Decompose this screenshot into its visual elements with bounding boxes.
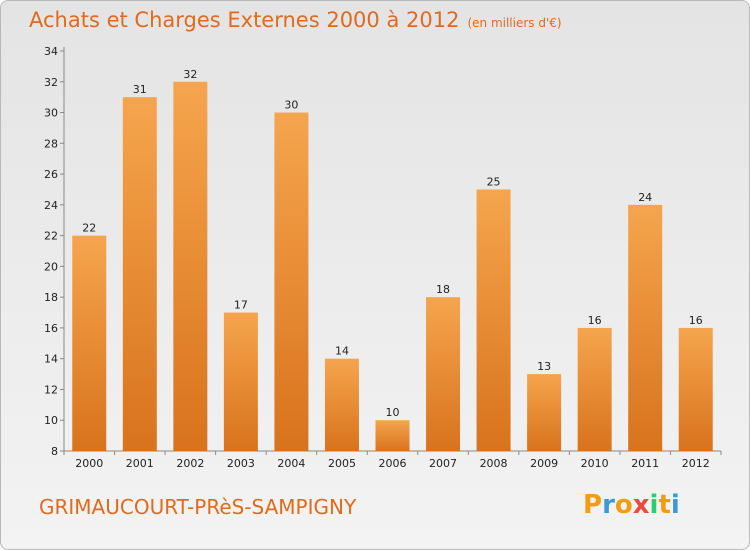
bar: [426, 297, 461, 451]
logo-letter: P: [583, 490, 603, 520]
bar: [72, 235, 107, 451]
bar: [274, 112, 309, 452]
bar-value-label: 16: [588, 314, 602, 327]
y-tick-label: 24: [44, 199, 58, 212]
bar-value-label: 30: [284, 99, 298, 112]
x-tick-label: 2006: [379, 457, 407, 470]
bar-value-label: 10: [386, 406, 400, 419]
bar: [678, 327, 713, 451]
bar-value-label: 25: [487, 175, 501, 188]
y-tick-label: 8: [51, 445, 58, 458]
x-tick-label: 2007: [429, 457, 457, 470]
chart-title-text: Achats et Charges Externes 2000 à 2012: [29, 8, 460, 32]
logo-letter: t: [658, 490, 671, 520]
bar-value-label: 31: [133, 83, 147, 96]
y-tick-label: 28: [44, 137, 58, 150]
bar-value-label: 24: [638, 191, 652, 204]
bar: [122, 97, 157, 452]
x-tick-label: 2011: [631, 457, 659, 470]
y-tick-label: 16: [44, 322, 58, 335]
bar: [527, 374, 562, 451]
bar: [223, 312, 258, 451]
y-tick-label: 18: [44, 291, 58, 304]
y-tick-label: 10: [44, 414, 58, 427]
bar-value-label: 22: [82, 222, 96, 235]
x-tick-label: 2003: [227, 457, 255, 470]
y-tick-label: 22: [44, 230, 58, 243]
x-tick-label: 2009: [530, 457, 558, 470]
bar-value-label: 16: [689, 314, 703, 327]
logo-letter: x: [632, 490, 650, 520]
proxiti-logo: Proxiti: [583, 490, 680, 520]
bar-value-label: 32: [183, 68, 197, 81]
y-tick-label: 14: [44, 353, 58, 366]
y-tick-label: 20: [44, 260, 58, 273]
y-tick-label: 32: [44, 76, 58, 89]
bar: [173, 81, 208, 452]
bar: [476, 189, 511, 451]
logo-letter: i: [649, 490, 659, 520]
bar-value-label: 18: [436, 283, 450, 296]
bar: [577, 327, 612, 451]
chart-subtitle: (en milliers d'€): [467, 16, 562, 30]
commune-name: GRIMAUCOURT-PRèS-SAMPIGNY: [39, 495, 357, 519]
x-tick-label: 2002: [176, 457, 204, 470]
bar: [375, 420, 410, 451]
y-tick-label: 12: [44, 383, 58, 396]
logo-letter: i: [670, 490, 680, 520]
bar-value-label: 13: [537, 360, 551, 373]
bar: [628, 204, 663, 451]
x-tick-label: 2010: [581, 457, 609, 470]
y-tick-label: 30: [44, 107, 58, 120]
logo-letter: r: [602, 490, 615, 520]
x-tick-label: 2001: [126, 457, 154, 470]
x-tick-label: 2008: [480, 457, 508, 470]
x-tick-label: 2000: [75, 457, 103, 470]
x-tick-label: 2005: [328, 457, 356, 470]
logo-letter: o: [614, 490, 633, 520]
x-tick-label: 2012: [682, 457, 710, 470]
bar-value-label: 17: [234, 299, 248, 312]
x-tick-label: 2004: [277, 457, 305, 470]
y-tick-label: 34: [44, 45, 58, 58]
y-tick-label: 26: [44, 168, 58, 181]
bar: [324, 358, 359, 451]
bar-value-label: 14: [335, 345, 349, 358]
chart-title: Achats et Charges Externes 2000 à 2012 (e…: [29, 8, 562, 32]
